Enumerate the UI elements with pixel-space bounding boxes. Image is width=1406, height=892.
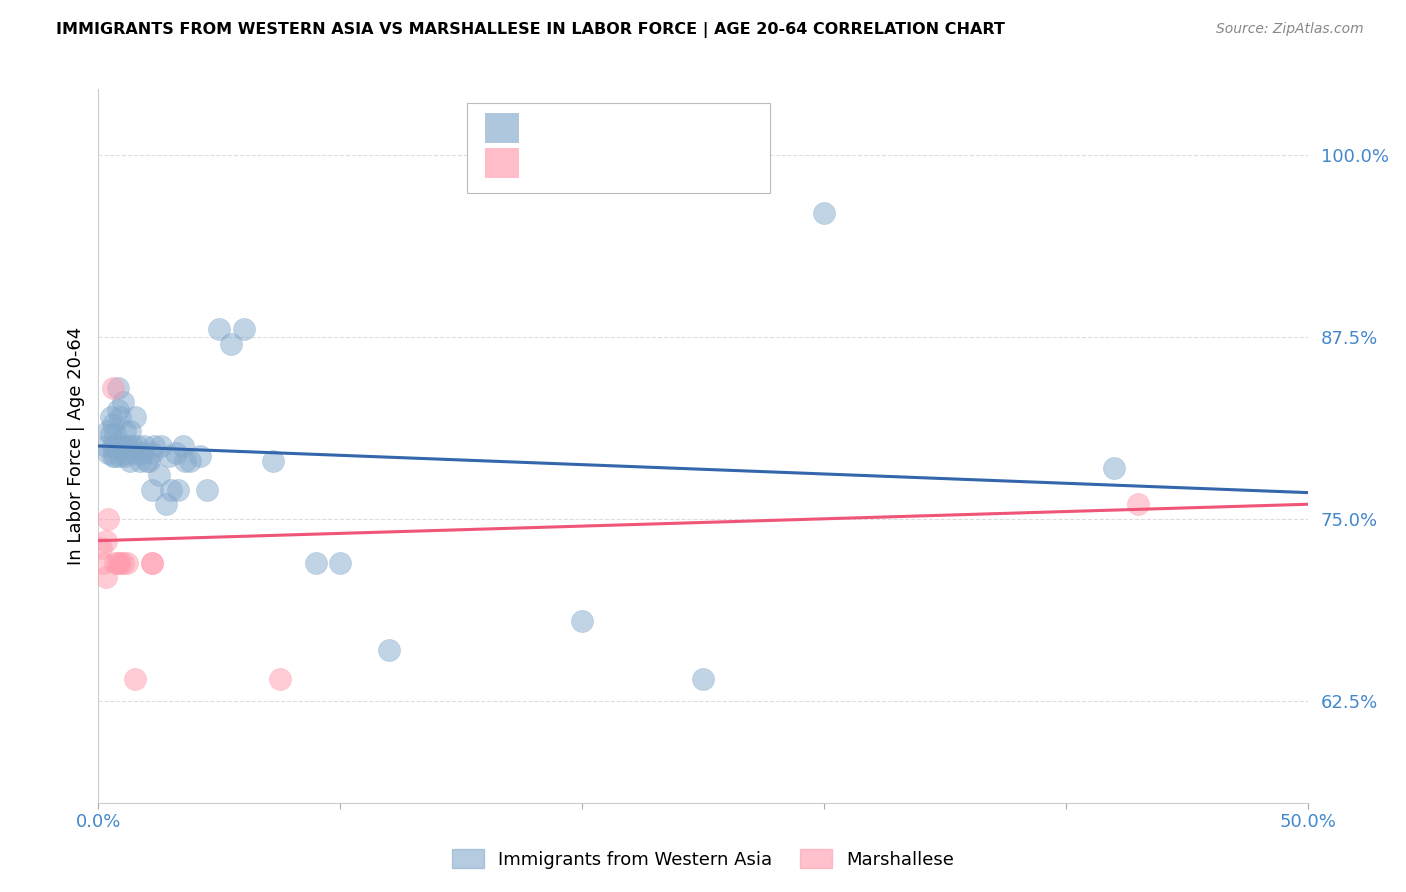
Point (232, 322, 254, 336)
Point (131, 446, 153, 460)
Point (101, 417, 124, 432)
Point (262, 453, 284, 467)
Point (104, 556, 127, 570)
Point (571, 614, 593, 628)
Text: R =: R = (534, 153, 583, 171)
Point (111, 395, 134, 409)
Point (813, 206, 835, 220)
Point (101, 449, 124, 463)
FancyBboxPatch shape (467, 103, 769, 193)
Point (692, 672, 714, 686)
Point (114, 425, 136, 439)
Point (329, 556, 352, 570)
Point (104, 427, 127, 442)
Point (377, 643, 399, 657)
Point (107, 556, 129, 570)
Point (118, 453, 141, 467)
Point (91, 556, 114, 570)
Point (121, 439, 143, 453)
Point (94, 439, 117, 453)
Legend: Immigrants from Western Asia, Marshallese: Immigrants from Western Asia, Marshalles… (444, 842, 962, 876)
Text: N = 16: N = 16 (690, 153, 751, 171)
Point (1128, 497, 1150, 511)
Point (165, 446, 187, 460)
Point (141, 483, 163, 497)
Point (195, 483, 218, 497)
Point (1102, 460, 1125, 475)
Point (107, 402, 129, 417)
Point (148, 468, 170, 483)
Point (108, 409, 131, 424)
Point (127, 439, 149, 453)
Point (104, 439, 127, 453)
Point (138, 453, 160, 467)
Point (128, 453, 150, 467)
Point (305, 556, 328, 570)
Point (179, 453, 201, 467)
Point (108, 449, 131, 463)
Point (188, 449, 211, 463)
Point (100, 427, 122, 442)
Point (117, 556, 139, 570)
Point (157, 449, 180, 463)
Point (117, 446, 139, 460)
Text: N = 59: N = 59 (690, 120, 751, 137)
Point (107, 381, 129, 395)
Point (97, 425, 120, 439)
Point (124, 409, 146, 424)
Point (104, 449, 127, 463)
Point (94, 533, 117, 548)
Point (100, 409, 122, 424)
Point (221, 337, 243, 351)
Point (114, 449, 136, 463)
Point (269, 672, 291, 686)
Point (174, 453, 197, 467)
Point (155, 497, 177, 511)
Text: -0.059: -0.059 (592, 120, 652, 137)
Point (141, 556, 163, 570)
Text: IMMIGRANTS FROM WESTERN ASIA VS MARSHALLESE IN LABOR FORCE | AGE 20-64 CORRELATI: IMMIGRANTS FROM WESTERN ASIA VS MARSHALL… (56, 22, 1005, 38)
Text: R =: R = (534, 120, 574, 137)
Point (208, 322, 231, 336)
Point (150, 439, 173, 453)
Point (172, 439, 194, 453)
Point (134, 439, 156, 453)
Point (117, 439, 139, 453)
Point (124, 446, 146, 460)
Point (111, 439, 134, 453)
Point (716, 151, 738, 165)
Point (141, 556, 163, 570)
Bar (485, 113, 519, 144)
Y-axis label: In Labor Force | Age 20-64: In Labor Force | Age 20-64 (66, 326, 84, 566)
Point (160, 483, 183, 497)
Point (143, 439, 166, 453)
Point (167, 483, 190, 497)
Point (97, 446, 120, 460)
Point (135, 453, 157, 467)
Point (101, 381, 124, 395)
Point (118, 425, 141, 439)
Point (108, 556, 131, 570)
Point (94, 570, 117, 584)
Bar (485, 148, 519, 178)
Point (97, 512, 120, 526)
Point (101, 439, 124, 453)
Point (111, 556, 134, 570)
Point (124, 672, 146, 686)
Point (90, 541, 112, 555)
Text: Source: ZipAtlas.com: Source: ZipAtlas.com (1216, 22, 1364, 37)
Point (141, 446, 163, 460)
Text: 0.028: 0.028 (592, 153, 641, 171)
